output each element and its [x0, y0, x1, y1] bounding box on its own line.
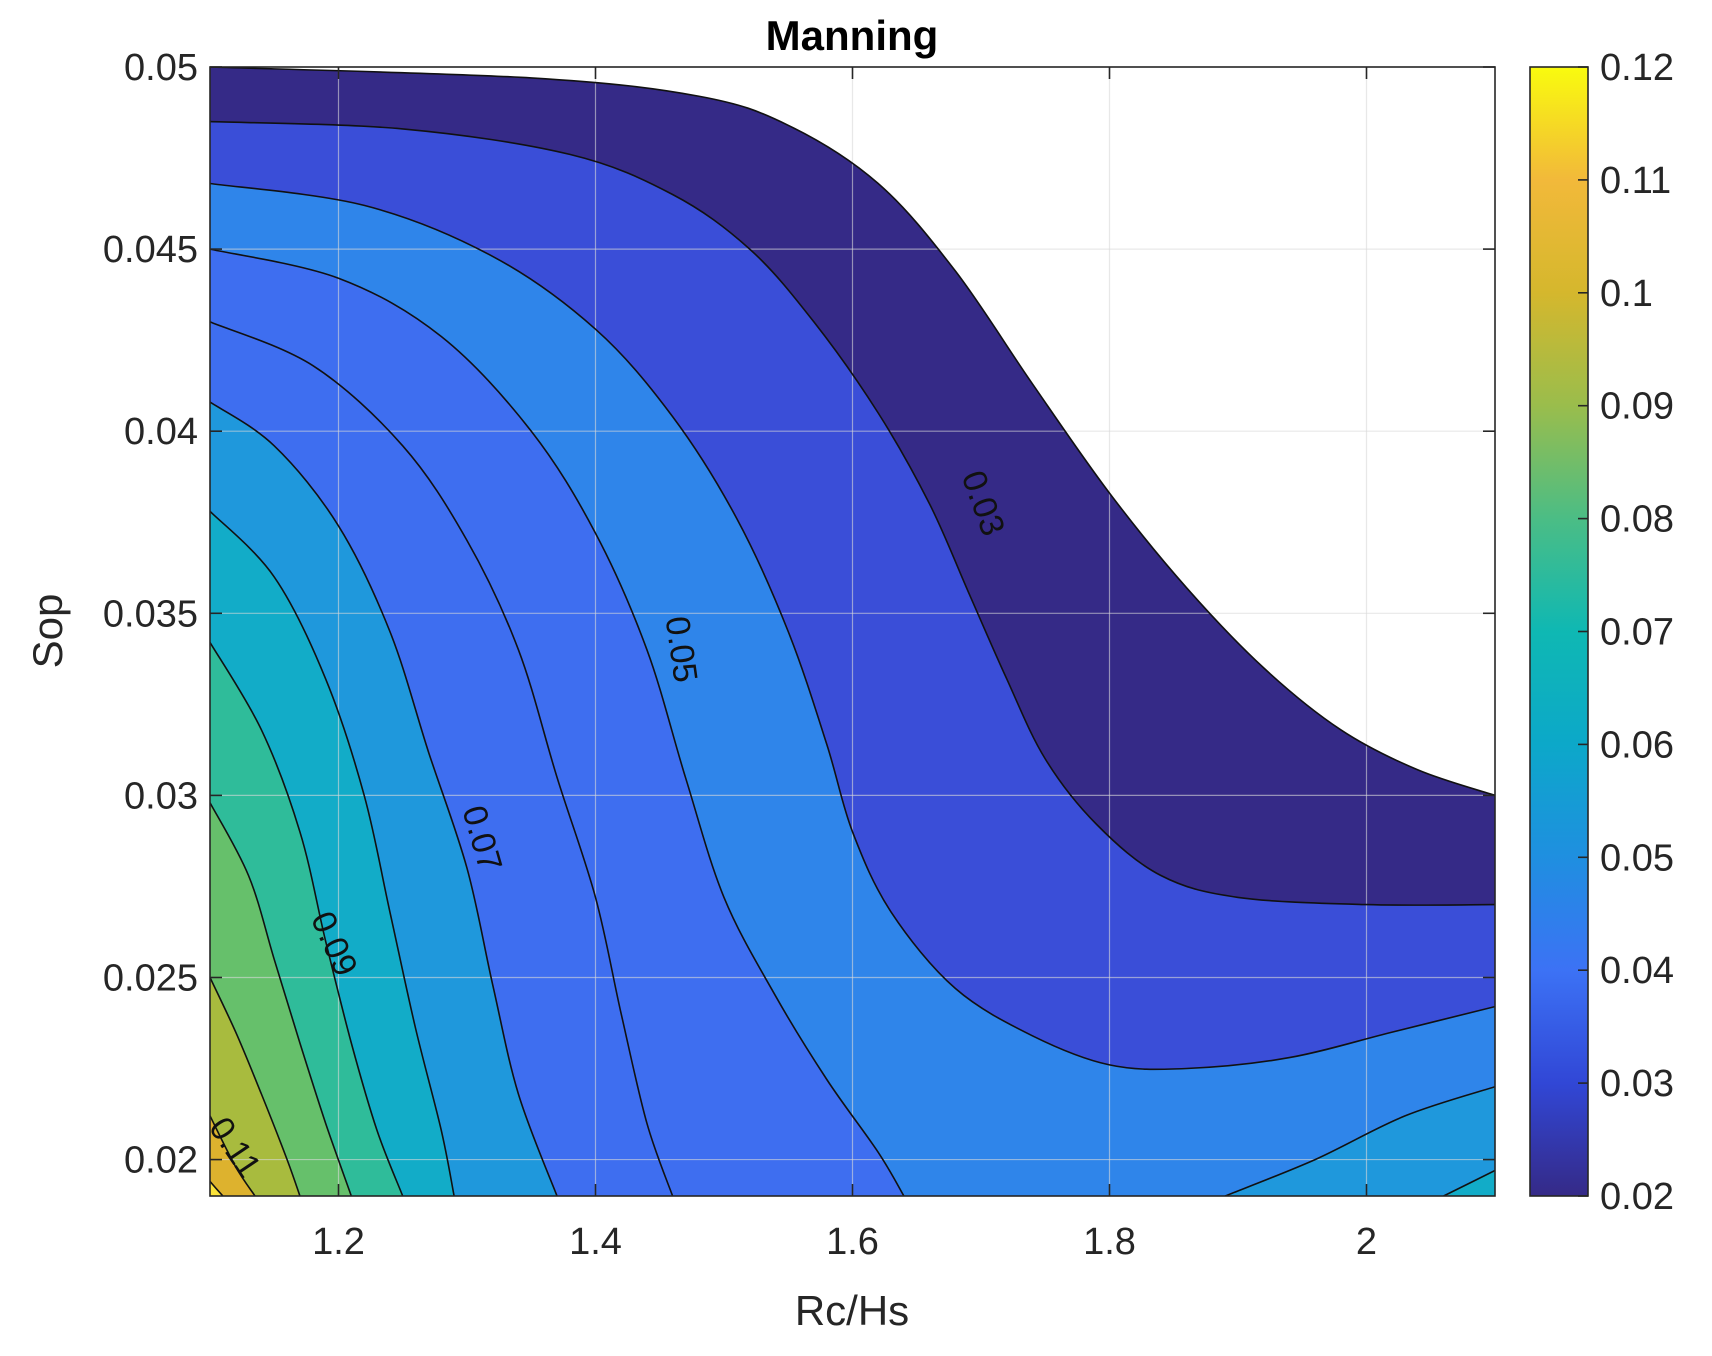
- y-tick-label: 0.025: [103, 957, 198, 999]
- y-axis-label: Sop: [24, 594, 71, 669]
- contour-line-0.06: [210, 401, 558, 1196]
- contour-line-0.11: [210, 1115, 256, 1196]
- contour-line-0.035: [210, 182, 1495, 1071]
- colorbar-tick-label: 0.1: [1600, 273, 1653, 315]
- contour-line-0.1: [210, 977, 301, 1196]
- contour-line-0.04: [210, 248, 905, 1196]
- colorbar-tick-label: 0.06: [1600, 724, 1674, 766]
- fill-region-0.12: [210, 1181, 223, 1196]
- colorbar-tick-label: 0.09: [1600, 386, 1674, 428]
- colorbar-tick-label: 0.11: [1600, 160, 1671, 202]
- colorbar-tick-label: 0.02: [1600, 1176, 1674, 1218]
- x-tick-label: 1.8: [1083, 1221, 1136, 1263]
- contour-line-0.07: [210, 510, 455, 1196]
- fill-region-0.09: [210, 977, 300, 1196]
- x-tick-label: 1.4: [569, 1221, 622, 1263]
- x-tick-label: 2: [1356, 1221, 1377, 1263]
- contour-label-0.05: 0.05: [658, 614, 705, 685]
- y-tick-label: 0.045: [103, 229, 198, 271]
- fill-region-0.1: [210, 1115, 255, 1196]
- colorbar-tick-label: 0.07: [1600, 612, 1674, 654]
- colorbar-tick-label: 0.03: [1600, 1063, 1674, 1105]
- colorbar-tick-label: 0.12: [1600, 47, 1674, 89]
- contour-line-0.05: [210, 321, 674, 1196]
- contour-line-0.09: [210, 802, 353, 1196]
- contour-line-0.045: [1443, 1169, 1495, 1196]
- colorbar-tick-label: 0.05: [1600, 837, 1674, 879]
- x-tick-label: 1.2: [312, 1221, 365, 1263]
- y-tick-label: 0.035: [103, 593, 198, 635]
- contour-line-0.03: [210, 120, 1495, 906]
- x-axis-label: Rc/Hs: [795, 1287, 909, 1334]
- colorbar-tick-label: 0.08: [1600, 499, 1674, 541]
- x-tick-label: 1.6: [826, 1221, 879, 1263]
- contour-line-0.08: [210, 641, 404, 1196]
- colorbar-tick-label: 0.04: [1600, 950, 1674, 992]
- fill-region-0.06-pocket: [1443, 1170, 1495, 1196]
- y-tick-label: 0.05: [124, 47, 198, 89]
- chart-title: Manning: [766, 12, 939, 59]
- y-tick-label: 0.02: [124, 1140, 198, 1182]
- contour-line-0.025: [210, 67, 1495, 797]
- fill-region-0.05-pocket: [1225, 1086, 1495, 1196]
- y-tick-label: 0.03: [124, 775, 198, 817]
- y-tick-label: 0.04: [124, 411, 198, 453]
- contour-line-0.04: [1224, 1085, 1495, 1196]
